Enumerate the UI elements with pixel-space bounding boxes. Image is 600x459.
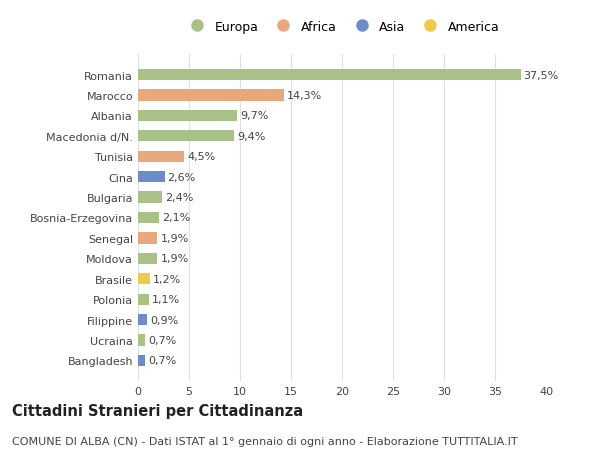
Text: 2,1%: 2,1% bbox=[163, 213, 191, 223]
Text: Cittadini Stranieri per Cittadinanza: Cittadini Stranieri per Cittadinanza bbox=[12, 403, 303, 419]
Text: 9,7%: 9,7% bbox=[240, 111, 268, 121]
Text: 9,4%: 9,4% bbox=[237, 132, 265, 141]
Text: COMUNE DI ALBA (CN) - Dati ISTAT al 1° gennaio di ogni anno - Elaborazione TUTTI: COMUNE DI ALBA (CN) - Dati ISTAT al 1° g… bbox=[12, 437, 518, 446]
Bar bbox=[138, 294, 149, 305]
Text: 0,9%: 0,9% bbox=[150, 315, 178, 325]
Text: 2,4%: 2,4% bbox=[166, 193, 194, 203]
Bar bbox=[138, 274, 150, 285]
Bar bbox=[138, 131, 234, 142]
Text: 0,7%: 0,7% bbox=[148, 335, 176, 345]
Legend: Europa, Africa, Asia, America: Europa, Africa, Asia, America bbox=[179, 16, 505, 39]
Bar bbox=[138, 172, 164, 183]
Text: 14,3%: 14,3% bbox=[287, 91, 322, 101]
Bar bbox=[138, 192, 163, 203]
Bar bbox=[138, 213, 160, 224]
Text: 1,9%: 1,9% bbox=[160, 254, 188, 264]
Bar bbox=[138, 314, 147, 325]
Text: 1,1%: 1,1% bbox=[152, 295, 181, 304]
Bar bbox=[138, 355, 145, 366]
Text: 37,5%: 37,5% bbox=[524, 71, 559, 80]
Bar bbox=[138, 253, 157, 264]
Bar bbox=[138, 90, 284, 101]
Bar bbox=[138, 111, 237, 122]
Text: 2,6%: 2,6% bbox=[167, 172, 196, 182]
Bar bbox=[138, 335, 145, 346]
Bar bbox=[138, 70, 521, 81]
Text: 4,5%: 4,5% bbox=[187, 152, 215, 162]
Text: 0,7%: 0,7% bbox=[148, 356, 176, 365]
Bar bbox=[138, 233, 157, 244]
Text: 1,2%: 1,2% bbox=[154, 274, 182, 284]
Text: 1,9%: 1,9% bbox=[160, 233, 188, 243]
Bar bbox=[138, 151, 184, 162]
